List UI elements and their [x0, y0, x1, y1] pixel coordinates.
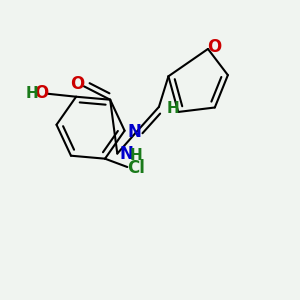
Text: O: O: [207, 38, 222, 56]
Text: O: O: [70, 75, 85, 93]
Text: H: H: [25, 86, 38, 101]
Text: N: N: [119, 145, 133, 163]
Text: Cl: Cl: [127, 159, 145, 177]
Text: O: O: [34, 84, 49, 102]
Text: N: N: [128, 123, 142, 141]
Text: H: H: [130, 148, 142, 164]
Text: H: H: [167, 101, 180, 116]
